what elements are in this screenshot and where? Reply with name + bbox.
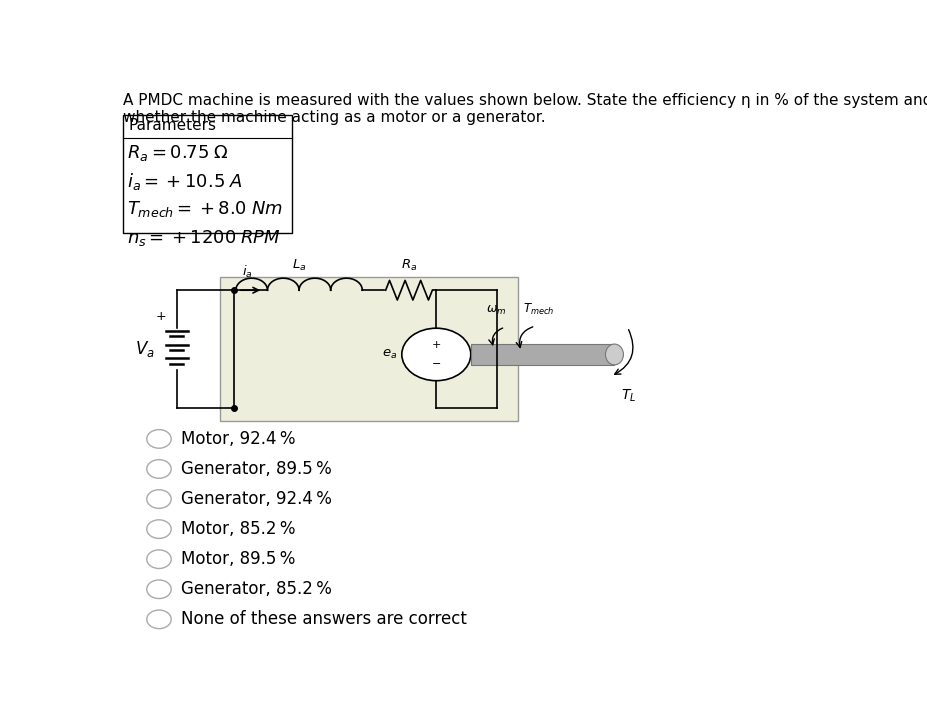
Text: Parameters: Parameters [129,118,217,133]
Text: $T_L$: $T_L$ [621,387,637,404]
Text: $L_a$: $L_a$ [292,258,306,273]
Text: $i_a$: $i_a$ [242,264,252,280]
Circle shape [146,490,171,508]
Text: Motor, 85.2 %: Motor, 85.2 % [181,520,295,538]
Text: None of these answers are correct: None of these answers are correct [181,611,466,628]
Text: +: + [156,310,167,322]
Text: A PMDC machine is measured with the values shown below. State the efficiency η i: A PMDC machine is measured with the valu… [123,94,927,109]
Bar [123,115,292,233]
Text: $T_{mech}$: $T_{mech}$ [524,302,554,317]
Circle shape [146,459,171,479]
Text: $\omega_m$: $\omega_m$ [486,304,506,317]
Text: $n_s = +1200\;RPM$: $n_s = +1200\;RPM$ [127,228,281,248]
Text: whether the machine acting as a motor or a generator.: whether the machine acting as a motor or… [123,110,546,125]
Text: Generator, 89.5 %: Generator, 89.5 % [181,460,331,478]
Text: Generator, 85.2 %: Generator, 85.2 % [181,580,332,599]
Bar [471,344,615,365]
Circle shape [146,550,171,569]
Text: $V_a$: $V_a$ [134,339,155,359]
Text: +: + [432,339,441,349]
Text: $R_a$: $R_a$ [400,258,417,273]
Text: Motor, 89.5 %: Motor, 89.5 % [181,550,295,568]
Text: −: − [432,359,441,369]
Text: Generator, 92.4 %: Generator, 92.4 % [181,490,332,508]
Circle shape [146,610,171,628]
Circle shape [401,328,471,381]
Text: $R_a = 0.75\;\Omega$: $R_a = 0.75\;\Omega$ [127,143,229,163]
Text: $e_a$: $e_a$ [382,348,397,361]
Circle shape [146,520,171,538]
Text: Motor, 92.4 %: Motor, 92.4 % [181,430,295,448]
Text: $T_{mech} = +8.0\;Nm$: $T_{mech} = +8.0\;Nm$ [127,200,284,219]
Bar [220,277,518,422]
Ellipse shape [605,344,624,365]
Text: $i_a = +10.5\;A$: $i_a = +10.5\;A$ [127,171,243,192]
Circle shape [146,580,171,599]
Circle shape [146,430,171,448]
